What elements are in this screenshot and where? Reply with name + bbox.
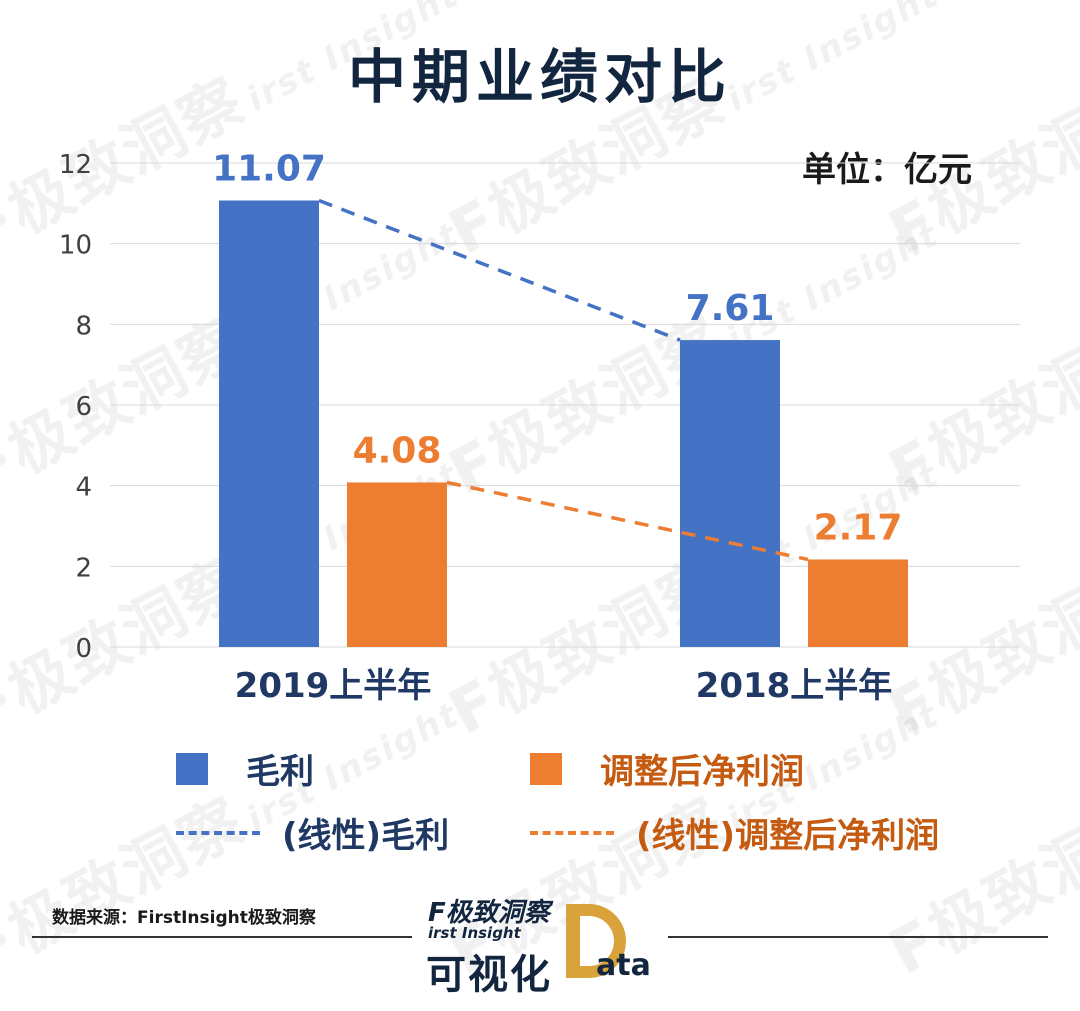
bar (680, 340, 780, 647)
legend-swatch-orange (530, 752, 562, 785)
legend-label: 毛利 (246, 752, 314, 792)
data-label: 11.07 (212, 149, 326, 190)
legend-item-net-profit-trend: (线性)调整后净利润 (530, 808, 939, 857)
y-tick-label: 8 (75, 311, 92, 341)
data-label: 7.61 (686, 288, 775, 329)
trendline (446, 480, 809, 562)
bar (347, 482, 447, 647)
y-tick-label: 4 (75, 473, 92, 503)
y-tick-label: 12 (59, 150, 92, 180)
brand-logo: F极致洞察 irst Insight 可视化 ata (414, 892, 664, 998)
brand-logo-sub: irst Insight (428, 924, 521, 942)
y-tick-label: 0 (75, 634, 92, 664)
data-source: 数据来源：FirstInsight极致洞察 (52, 908, 316, 928)
data-label: 4.08 (353, 430, 442, 471)
x-category-label: 2019上半年 (235, 666, 432, 706)
y-tick-label: 10 (59, 231, 92, 261)
brand-logo-main: 可视化 (426, 952, 552, 998)
legend-swatch-blue (176, 752, 208, 785)
brand-logo-ata: ata (596, 948, 651, 983)
legend-item-gross-profit: 毛利 (176, 744, 314, 793)
bar-chart: 0 2 4 6 8 10 12 11.07 7.61 4.08 2.17 2019上半年 2018上半年 (59, 149, 1020, 706)
unit-label: 单位：亿元 (802, 150, 972, 190)
data-label: 2.17 (814, 507, 903, 548)
legend-item-gross-profit-trend: (线性)毛利 (176, 808, 449, 857)
legend-item-net-profit: 调整后净利润 (530, 744, 804, 793)
bar (808, 559, 908, 647)
legend-dash-blue (176, 830, 260, 835)
legend-label: (线性)调整后净利润 (636, 816, 940, 856)
legend-label: 调整后净利润 (600, 752, 804, 792)
legend-label: (线性)毛利 (282, 816, 450, 856)
divider-left (32, 936, 412, 938)
x-category-label: 2018上半年 (696, 666, 893, 706)
brand-logo-top: F极致洞察 (428, 898, 550, 928)
divider-right (668, 936, 1048, 938)
legend-dash-orange (530, 830, 614, 835)
chart-title: 中期业绩对比 (347, 43, 732, 111)
y-tick-label: 6 (75, 392, 92, 422)
bar (219, 200, 319, 647)
trendline (318, 198, 681, 342)
y-tick-label: 2 (75, 553, 92, 583)
